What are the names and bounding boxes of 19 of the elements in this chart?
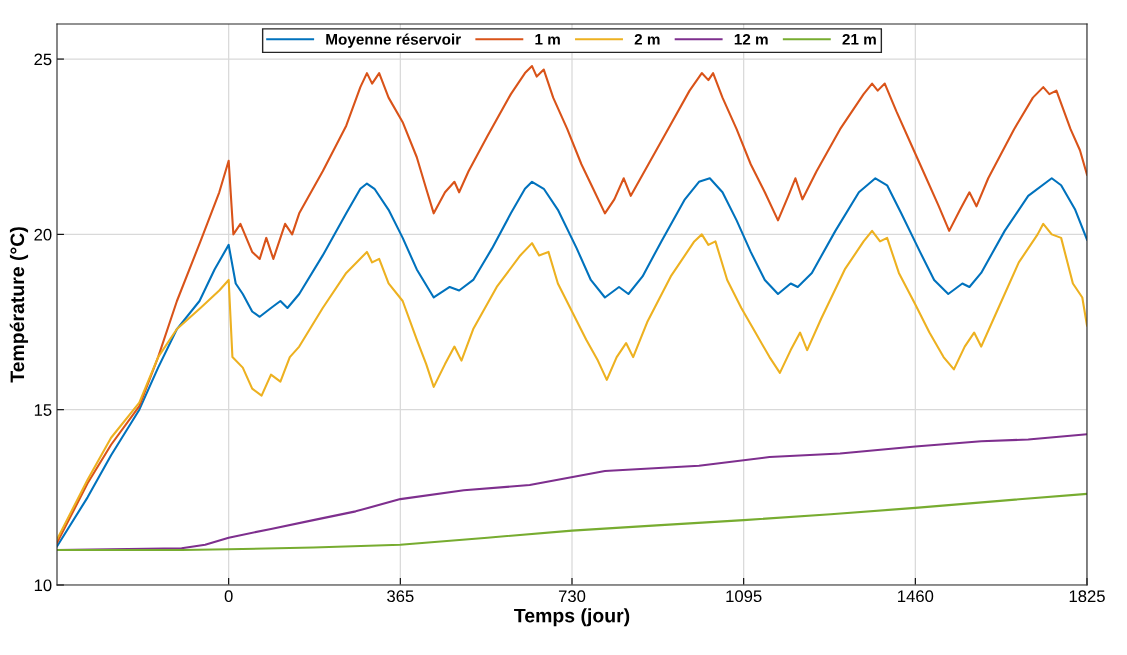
line-series bbox=[57, 65, 1087, 544]
x-tick-label: 1460 bbox=[898, 590, 934, 603]
legend-label: 12 m bbox=[734, 33, 768, 45]
y-tick-label: 15 bbox=[34, 404, 52, 416]
x-tick-label: 365 bbox=[387, 590, 414, 603]
x-tick-label: 1825 bbox=[1069, 590, 1105, 603]
x-axis-title: Temps (jour) bbox=[514, 608, 630, 627]
y-tick-label: 25 bbox=[34, 53, 52, 66]
legend-label: Moyenne réservoir bbox=[326, 33, 461, 48]
x-tick-label: 0 bbox=[224, 590, 233, 603]
y-tick-label: 20 bbox=[34, 228, 52, 241]
y-tick-label: 10 bbox=[34, 579, 52, 592]
line-series bbox=[57, 492, 1087, 551]
y-axis-title: Température (°C) bbox=[9, 227, 29, 383]
x-tick-label: 730 bbox=[558, 590, 586, 603]
x-tick-label: 1095 bbox=[726, 590, 762, 603]
legend-label: 1 m bbox=[535, 34, 560, 45]
legend-label: 21 m bbox=[842, 33, 876, 45]
legend-label: 2 m bbox=[634, 33, 660, 45]
